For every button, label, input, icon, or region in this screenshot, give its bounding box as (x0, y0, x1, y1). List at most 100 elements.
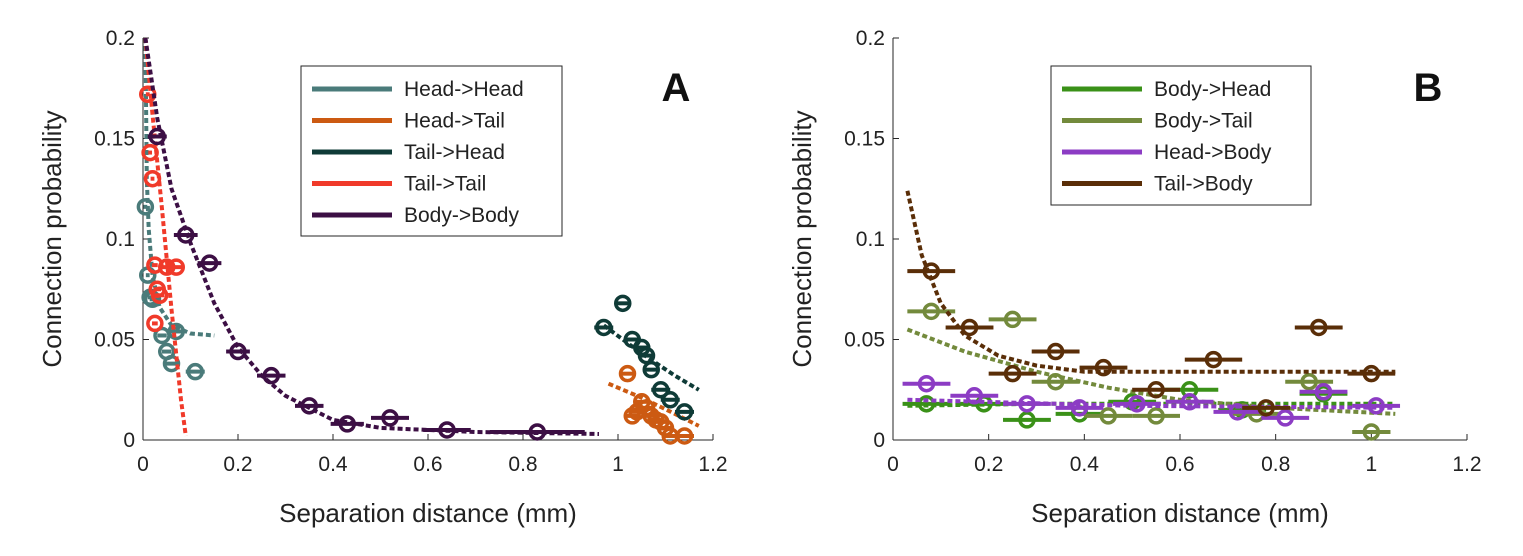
data-point (1003, 310, 1022, 329)
legend-label: Tail->Head (404, 141, 505, 164)
data-point (614, 294, 632, 313)
data-point (595, 318, 613, 337)
data-point (177, 226, 195, 244)
chart-panel-b: 0 0.2 0.4 0.6 0.8 1 1.2 0 0.05 0.1 0.15 0.2 Separati… (787, 27, 1482, 528)
data-point (661, 391, 679, 409)
legend-item: Head->Tail (312, 110, 505, 133)
data-point (1018, 395, 1036, 413)
legend-label: Head->Body (1154, 141, 1272, 164)
x-tick-label: 0.4 (318, 453, 348, 476)
series-tail-body (905, 190, 1396, 417)
x-tick-label: 0.8 (508, 453, 537, 476)
legend-item: Head->Body (1062, 141, 1272, 164)
data-point (338, 415, 356, 433)
y-tick-label: 0.2 (106, 27, 135, 50)
panel-letter: A (662, 66, 691, 110)
legend-label: Body->Body (404, 204, 519, 227)
data-point (229, 342, 247, 361)
x-tick-label: 0.8 (1261, 453, 1290, 476)
data-point (917, 374, 936, 393)
data-point (141, 143, 159, 162)
data-point (675, 403, 694, 421)
data-point (381, 409, 399, 427)
y-tick-label: 0.15 (94, 128, 135, 151)
data-point (1314, 383, 1333, 401)
legend-item: Tail->Head (312, 141, 505, 164)
legend-label: Tail->Body (1154, 173, 1253, 196)
data-point (1070, 399, 1089, 417)
data-point (143, 169, 162, 188)
legend-label: Head->Head (404, 78, 524, 101)
legend-label: Head->Tail (404, 110, 505, 133)
x-tick-label: 0.2 (974, 453, 1003, 476)
x-tick-label: 0.4 (1070, 453, 1100, 476)
data-point (642, 360, 660, 379)
legend-item: Head->Head (312, 78, 524, 101)
series-head-body (902, 374, 1401, 427)
data-point (1003, 364, 1022, 383)
data-point (965, 387, 984, 405)
legend-item: Body->Tail (1062, 110, 1253, 133)
y-tick-label: 0.05 (844, 329, 885, 352)
y-tick-label: 0 (123, 429, 135, 452)
data-point (1300, 372, 1318, 391)
data-point (1362, 423, 1381, 441)
data-point (262, 366, 280, 385)
fit-line (143, 37, 188, 437)
series-head-tail (607, 364, 700, 445)
x-tick-label: 0 (887, 453, 899, 476)
legend-label: Body->Head (1154, 78, 1271, 101)
legend-item: Body->Body (312, 204, 519, 227)
data-point (1257, 399, 1275, 417)
data-point (438, 421, 456, 439)
data-point (1094, 358, 1113, 377)
x-tick-label: 0 (137, 453, 149, 476)
x-tick-label: 0.2 (223, 453, 252, 476)
x-axis-title: Separation distance (mm) (279, 498, 577, 528)
x-tick-label: 0.6 (1165, 453, 1194, 476)
data-point (1180, 381, 1199, 399)
chart-panel-a: 0 0.2 0.4 0.6 0.8 1 1.2 0 0.05 0.1 0.15 0.2 Separati… (37, 27, 728, 528)
x-tick-label: 1.2 (1452, 453, 1481, 476)
data-point (300, 397, 318, 415)
series-body-body (143, 37, 600, 441)
y-tick-label: 0 (873, 429, 885, 452)
series-tail-head (594, 294, 700, 421)
data-point (1147, 381, 1165, 399)
data-point (1099, 407, 1117, 425)
data-point (167, 322, 185, 341)
data-point (922, 302, 941, 321)
data-point (1018, 411, 1036, 429)
legend-item: Body->Head (1062, 78, 1271, 101)
data-point (1367, 397, 1385, 415)
data-point (1046, 372, 1065, 391)
x-tick-label: 1 (612, 453, 624, 476)
y-tick-label: 0.05 (94, 329, 135, 352)
legend-item: Tail->Tail (312, 173, 486, 196)
data-point (917, 395, 936, 413)
data-point (146, 314, 164, 333)
data-point (1046, 342, 1065, 361)
data-point (960, 318, 979, 337)
data-point (675, 427, 694, 445)
y-axis-title: Connection probability (37, 110, 67, 367)
legend: Body->Head Body->Tail Head->Body Tail->Body (1050, 65, 1312, 206)
legend-label: Body->Tail (1154, 110, 1253, 133)
y-tick-label: 0.1 (856, 228, 885, 251)
data-point (1228, 403, 1247, 421)
data-point (922, 262, 941, 280)
data-point (618, 364, 637, 383)
y-axis-title: Connection probability (787, 110, 817, 367)
data-point (200, 254, 219, 272)
legend: Head->Head Head->Tail Tail->Head Tail->Tail… (300, 65, 563, 237)
data-point (162, 354, 181, 373)
x-tick-label: 1.2 (698, 453, 727, 476)
legend-item: Tail->Body (1062, 173, 1253, 196)
fit-line (607, 381, 700, 428)
data-point (1180, 393, 1199, 411)
data-point (148, 127, 166, 146)
data-point (528, 423, 546, 441)
data-point (186, 362, 204, 381)
data-point (1309, 318, 1328, 337)
